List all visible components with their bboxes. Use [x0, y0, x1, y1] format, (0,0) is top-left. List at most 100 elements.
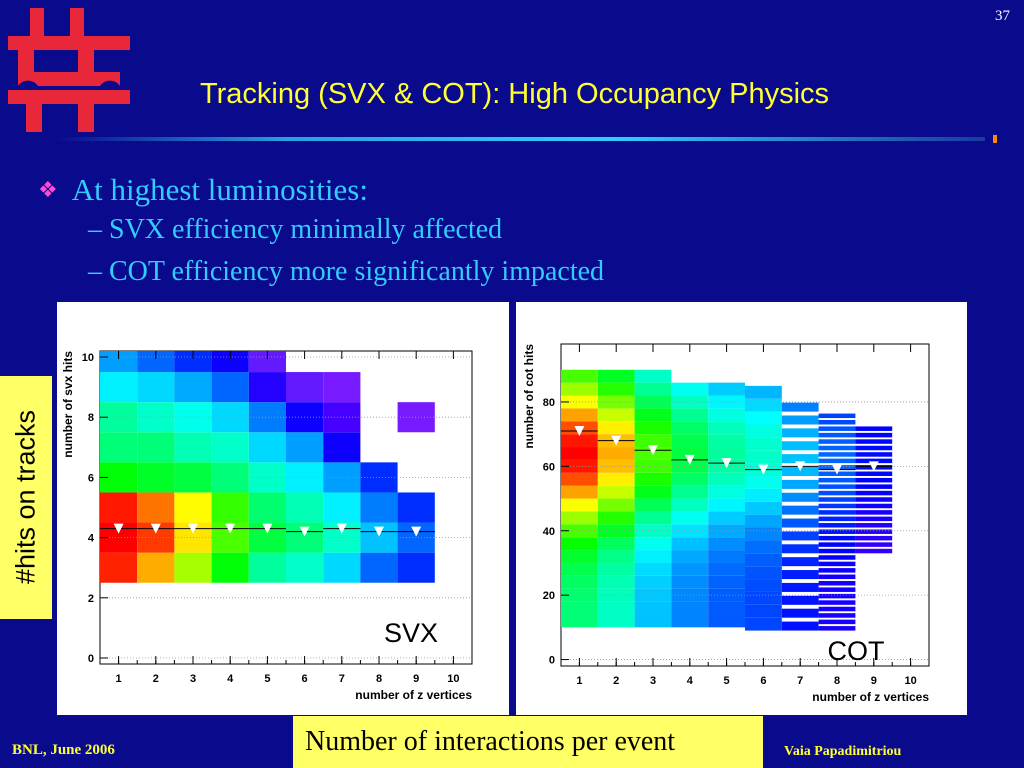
heatmap-cell	[634, 588, 672, 602]
heatmap-cell	[745, 450, 782, 464]
heatmap-cell	[634, 524, 672, 538]
profile-marker	[262, 523, 273, 534]
heatmap-cell	[323, 462, 361, 493]
heatmap-cell	[100, 372, 138, 403]
slide-number: 37	[995, 8, 1010, 24]
heatmap-cell	[671, 524, 709, 538]
heatmap-cell	[708, 550, 745, 563]
slide-title: Tracking (SVX & COT): High Occupancy Phy…	[200, 78, 830, 110]
heatmap-cell	[671, 434, 709, 448]
heatmap-cell	[818, 490, 856, 496]
heatmap-cell	[597, 575, 635, 589]
heatmap-cell	[597, 459, 635, 473]
x-tick-label: 2	[153, 673, 159, 685]
heatmap-cell	[597, 498, 635, 512]
heatmap-cell	[745, 591, 782, 605]
heatmap-cell	[708, 447, 745, 460]
heatmap-cell	[855, 426, 893, 431]
heatmap-cell	[818, 606, 856, 612]
heatmap-cell	[634, 434, 672, 448]
heatmap-cell	[323, 402, 361, 433]
heatmap-cell	[561, 575, 598, 589]
heatmap-cell	[671, 550, 709, 563]
heatmap-cell	[781, 415, 819, 425]
heatmap-cell	[818, 523, 856, 528]
heatmap-cell	[708, 537, 745, 551]
heatmap-cell	[855, 529, 893, 534]
heatmap-cell	[634, 459, 672, 473]
heatmap-cell	[597, 395, 635, 409]
heatmap-cell	[781, 454, 819, 464]
heatmap-cell	[781, 402, 819, 412]
x-tick-label: 9	[871, 675, 877, 687]
heatmap-cell	[671, 382, 709, 396]
heatmap-cell	[855, 548, 893, 554]
heatmap-cell	[323, 432, 361, 463]
heatmap-cell	[781, 492, 819, 502]
heatmap-cell	[100, 552, 138, 583]
heatmap-cell	[781, 570, 819, 580]
heatmap-cell	[634, 421, 672, 435]
heatmap-cell	[855, 503, 893, 509]
x-tick-label: 9	[413, 673, 419, 685]
heatmap-cell	[634, 614, 672, 628]
x-tick-label: 10	[447, 673, 459, 685]
heatmap-cell	[855, 490, 893, 496]
heatmap-cell	[745, 488, 782, 502]
heatmap-cell	[781, 621, 819, 631]
heatmap-cell	[561, 382, 598, 396]
y-tick-label: 80	[543, 397, 555, 409]
heatmap-cell	[671, 498, 709, 512]
profile-marker	[225, 523, 236, 534]
heatmap-cell	[708, 408, 745, 422]
heatmap-cell	[634, 511, 672, 525]
heatmap-cell	[597, 601, 635, 615]
heatmap-cell	[745, 398, 782, 412]
heatmap-cell	[248, 372, 286, 403]
x-tick-label: 4	[227, 673, 234, 685]
x-tick-label: 10	[904, 675, 916, 687]
heatmap-cell	[855, 523, 893, 528]
heatmap-cell	[323, 552, 361, 583]
heatmap-cell	[597, 588, 635, 602]
heatmap-cell	[708, 575, 745, 589]
heatmap-cell	[818, 445, 856, 451]
heatmap-cell	[671, 601, 709, 615]
heatmap-cell	[818, 497, 856, 502]
x-tick-label: 7	[339, 673, 345, 685]
heatmap-cell	[671, 459, 709, 473]
heatmap-cell	[561, 434, 598, 448]
bullet-text: At highest luminosities:	[71, 172, 368, 207]
heatmap-cell	[671, 408, 709, 422]
heatmap-cell	[818, 426, 856, 431]
heatmap-cell	[818, 626, 856, 631]
heatmap-cell	[137, 552, 175, 583]
heatmap-cell	[708, 562, 745, 576]
heatmap-cell	[100, 432, 138, 463]
heatmap-cell	[597, 511, 635, 525]
heatmap-cell	[597, 614, 635, 628]
sub-bullet: – SVX efficiency minimally affected	[88, 214, 503, 245]
heatmap-cell	[561, 601, 598, 615]
heatmap-cell	[818, 484, 856, 489]
heatmap-cell	[634, 382, 672, 396]
heatmap-cell	[397, 492, 435, 523]
heatmap-cell	[671, 511, 709, 525]
heatmap-cell	[745, 514, 782, 528]
x-tick-label: 1	[576, 675, 582, 687]
y-tick-label: 10	[82, 352, 94, 364]
y-tick-label: 20	[543, 590, 555, 602]
x-tick-label: 8	[834, 675, 840, 687]
heatmap-cell	[671, 562, 709, 576]
y-tick-label: 8	[88, 412, 94, 424]
heatmap-cell	[745, 501, 782, 515]
heatmap-cell	[855, 477, 893, 483]
heatmap-cell	[745, 566, 782, 580]
profile-marker	[758, 464, 769, 475]
y-tick-label: 60	[543, 461, 555, 473]
footer-author: Vaia Papadimitriou	[784, 744, 902, 759]
heatmap-cell	[211, 372, 249, 403]
x-tick-label: 2	[613, 675, 619, 687]
heatmap-cell	[174, 552, 212, 583]
heatmap-cell	[137, 402, 175, 433]
